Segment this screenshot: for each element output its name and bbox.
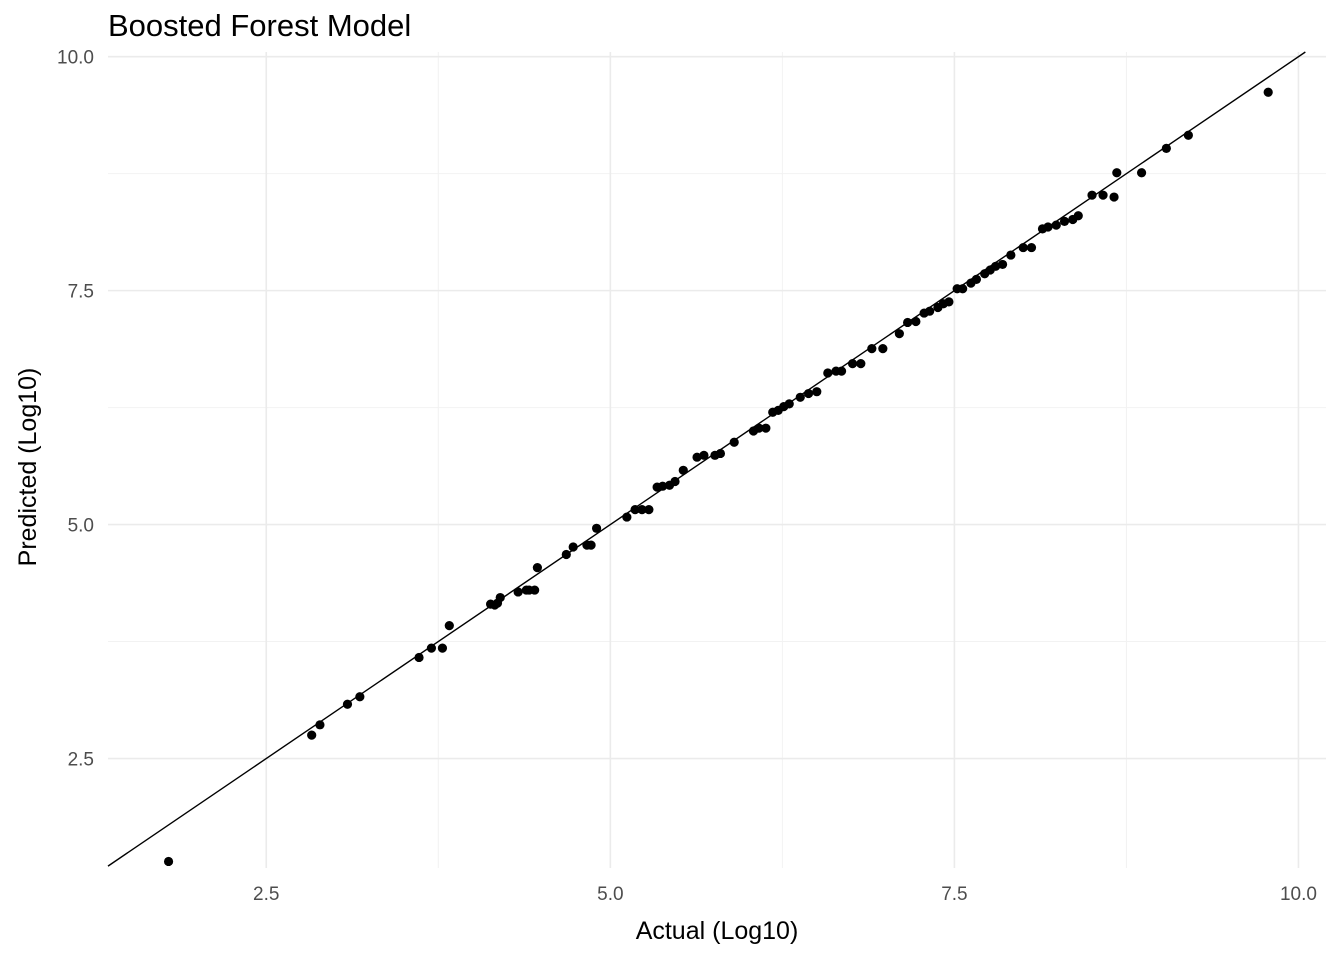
data-point <box>670 476 680 487</box>
data-point <box>315 720 325 730</box>
data-point <box>803 388 814 399</box>
data-point <box>847 359 858 369</box>
data-point <box>532 563 542 573</box>
y-tick-label: 7.5 <box>68 282 94 303</box>
data-point <box>1073 211 1083 221</box>
x-axis-tick-labels: 2.5 5.0 7.5 10.0 <box>253 884 1317 905</box>
data-point <box>692 452 702 462</box>
data-point <box>715 448 726 459</box>
x-tick-label: 5.0 <box>597 884 623 905</box>
minor-gridlines <box>108 52 1326 868</box>
y-tick-label: 2.5 <box>68 750 94 771</box>
data-point <box>754 423 764 433</box>
major-gridlines <box>108 52 1326 868</box>
data-point <box>568 542 578 552</box>
data-point <box>637 504 647 515</box>
data-point <box>622 512 632 522</box>
data-point <box>878 344 888 354</box>
data-point <box>355 692 365 702</box>
data-point <box>414 652 424 663</box>
data-point <box>591 523 602 533</box>
data-point <box>342 699 353 709</box>
data-point <box>729 437 739 447</box>
data-point <box>630 504 640 515</box>
chart-title: Boosted Forest Model <box>108 8 412 43</box>
data-point <box>426 643 437 653</box>
data-point <box>530 585 540 595</box>
data-point <box>823 368 833 378</box>
y-tick-label: 10.0 <box>57 48 94 69</box>
data-point <box>1018 242 1028 253</box>
x-axis-title: Actual (Log10) <box>636 917 799 945</box>
data-point <box>699 450 709 460</box>
data-point <box>944 297 954 307</box>
data-point <box>513 587 523 597</box>
data-point <box>561 549 571 560</box>
data-point <box>1059 216 1070 226</box>
data-point <box>1183 130 1193 140</box>
x-tick-label: 2.5 <box>253 884 279 905</box>
data-point <box>495 592 505 603</box>
y-axis-tick-labels: 2.5 5.0 7.5 10.0 <box>57 48 94 771</box>
data-point <box>867 344 877 354</box>
data-point <box>1006 250 1016 260</box>
data-point <box>925 306 935 316</box>
data-points <box>163 87 1273 867</box>
y-tick-label: 5.0 <box>68 516 94 537</box>
data-point <box>1087 190 1097 200</box>
data-point <box>163 856 174 867</box>
x-tick-label: 10.0 <box>1280 884 1317 905</box>
data-point <box>437 643 448 653</box>
data-point <box>836 366 847 376</box>
data-point <box>444 621 454 631</box>
data-point <box>958 284 968 294</box>
data-point <box>761 423 771 433</box>
data-point <box>1098 190 1108 200</box>
data-point <box>795 392 805 402</box>
data-point <box>812 387 822 397</box>
data-point <box>1136 168 1147 178</box>
data-point <box>658 481 668 491</box>
data-point <box>678 465 688 475</box>
data-point <box>971 274 982 284</box>
data-point <box>307 730 317 740</box>
data-point <box>644 504 654 515</box>
data-point <box>911 316 921 327</box>
data-point <box>1109 192 1119 202</box>
data-point <box>1161 143 1171 153</box>
data-point <box>1112 168 1122 178</box>
data-point <box>1043 222 1053 232</box>
identity-reference-line <box>107 51 1306 867</box>
data-point <box>586 540 596 550</box>
data-point <box>856 359 866 369</box>
data-point <box>784 399 794 409</box>
data-point <box>997 259 1008 270</box>
data-point <box>991 261 1001 271</box>
data-point <box>1263 87 1273 97</box>
data-point <box>1051 220 1061 230</box>
y-axis-title: Predicted (Log10) <box>14 368 42 567</box>
data-point <box>903 317 913 328</box>
x-tick-label: 7.5 <box>941 884 967 905</box>
data-point <box>894 329 904 339</box>
data-point <box>1026 242 1037 253</box>
